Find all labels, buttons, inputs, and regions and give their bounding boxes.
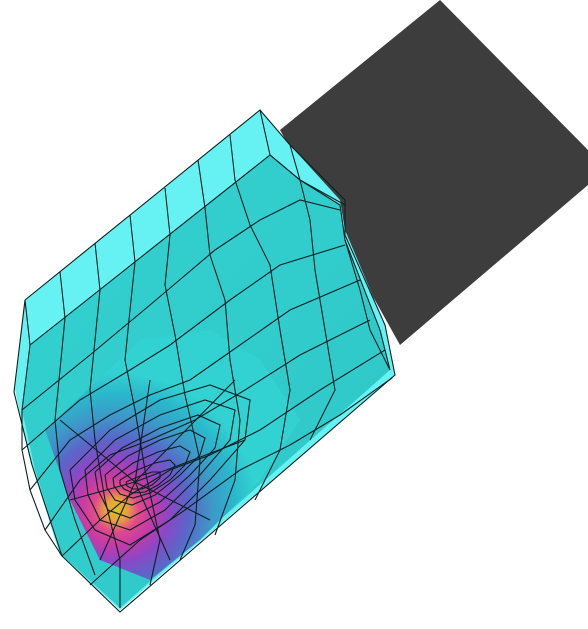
hotspot-ring-2 [84, 399, 236, 531]
hotspot-ring-1 [69, 384, 251, 546]
mesh-col-3 [89, 242, 121, 608]
hotspot-spoke-6 [134, 379, 151, 483]
mesh-col-6 [197, 159, 241, 536]
mesh-row-6 [89, 377, 393, 586]
mesh-row-3 [29, 279, 361, 491]
mesh-col-8 [259, 109, 336, 441]
hotspot-ring-4 [104, 429, 206, 506]
hotspot-spoke-7 [69, 481, 136, 501]
mesh-row-2 [21, 244, 346, 451]
hotspot-spoke-1 [59, 419, 136, 483]
mesh-outline [13, 109, 396, 613]
hotspot-spoke-4 [134, 439, 246, 483]
mesh-col-2 [54, 271, 96, 576]
mesh-row-5 [61, 349, 386, 557]
mesh-edge-right [344, 239, 391, 371]
hotspot-spoke-5 [134, 379, 236, 483]
hotspot-ring-7 [125, 471, 161, 490]
mesh-col-5 [164, 187, 201, 561]
mesh-col-1 [21, 299, 63, 557]
mesh-col-9 [289, 144, 391, 371]
mesh-row-1 [21, 199, 341, 411]
hotspot-spoke-3 [134, 481, 171, 561]
stress-hotspot [45, 330, 300, 580]
hotspot-ring-3 [94, 414, 221, 519]
hotspot-spoke-8 [134, 481, 211, 521]
mesh-grid [13, 109, 396, 613]
hotspot-ring-5 [112, 445, 191, 499]
mesh-col-7 [229, 134, 291, 501]
hotspot-spoke-2 [99, 481, 136, 561]
mesh-row-4 [44, 319, 371, 531]
